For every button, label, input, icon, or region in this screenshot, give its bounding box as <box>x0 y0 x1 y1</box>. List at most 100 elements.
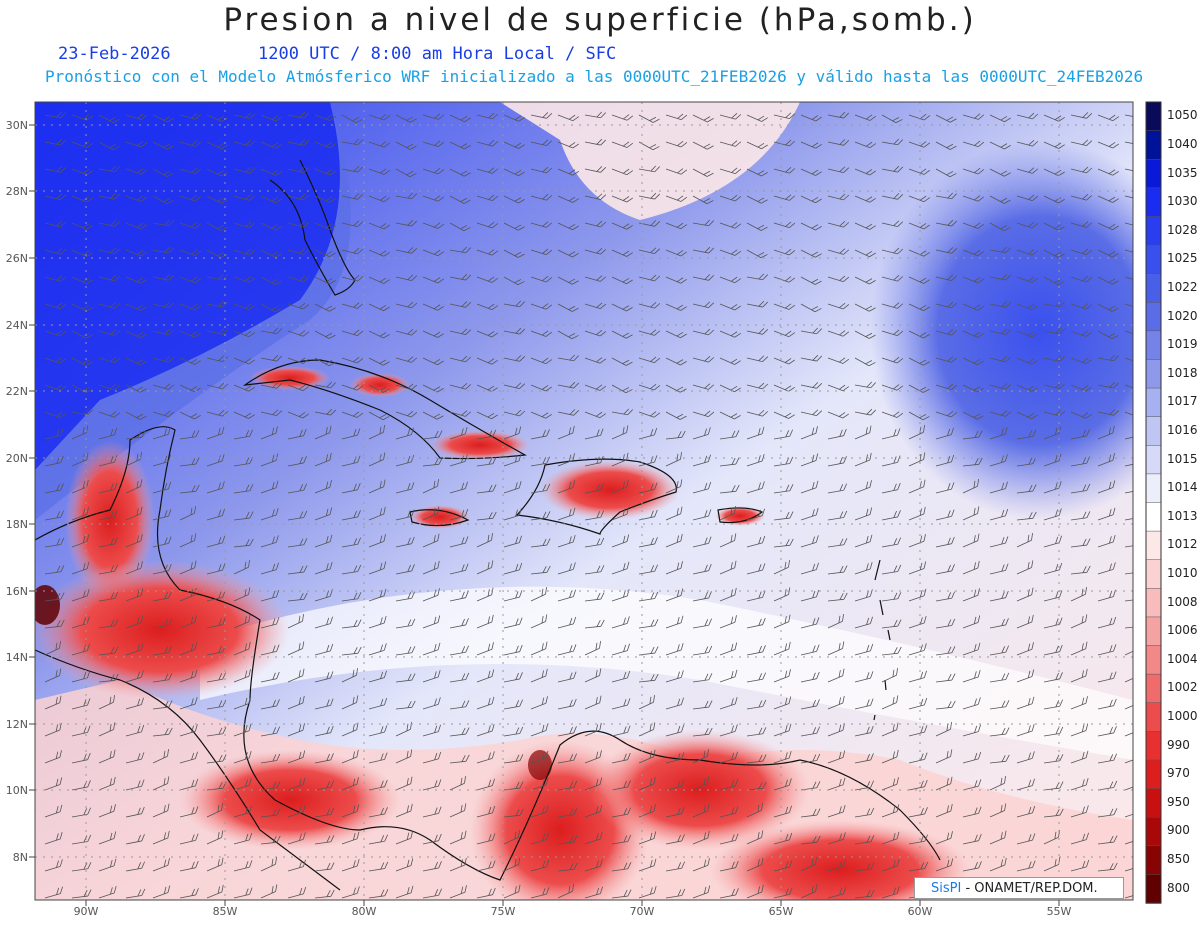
colorbar-swatch <box>1145 559 1162 590</box>
puerto-rico-coast <box>717 507 764 524</box>
lon-label: 90W <box>74 905 99 918</box>
colorbar-label: 1013 <box>1167 508 1198 523</box>
colorbar-label: 1022 <box>1167 279 1198 294</box>
colorbar-label: 1028 <box>1167 222 1198 237</box>
colorbar-label: 800 <box>1167 880 1190 895</box>
lat-label: 8N <box>13 851 28 864</box>
lat-label: 28N <box>6 185 28 198</box>
colorbar-label: 1016 <box>1167 422 1198 437</box>
low-yucatan <box>65 440 155 600</box>
lat-label: 12N <box>6 718 28 731</box>
credit-text: - ONAMET/REP.DOM. <box>961 881 1098 896</box>
lat-label: 16N <box>6 585 28 598</box>
lat-label: 18N <box>6 518 28 531</box>
lon-label: 65W <box>769 905 794 918</box>
colorbar-swatch <box>1145 473 1162 504</box>
low-jamaica <box>410 505 470 529</box>
colorbar-label: 950 <box>1167 794 1190 809</box>
date-label: 23-Feb-2026 <box>58 44 171 64</box>
colorbar-label: 1017 <box>1167 394 1198 409</box>
colorbar-label: 1002 <box>1167 680 1198 695</box>
colorbar-swatch <box>1145 845 1162 876</box>
colorbar-label: 1012 <box>1167 537 1198 552</box>
lat-label: 26N <box>6 252 28 265</box>
colorbar-swatch <box>1145 616 1162 647</box>
colorbar-swatch <box>1145 273 1162 303</box>
colorbar-label: 1030 <box>1167 194 1198 209</box>
colorbar-swatch <box>1145 330 1162 361</box>
lat-label: 14N <box>6 651 28 664</box>
colorbar-swatch <box>1145 387 1162 418</box>
lon-label: 55W <box>1047 905 1072 918</box>
latitude-labels: 30N 28N 26N 24N 22N 20N 18N 16N 14N 12N 10N 8N <box>6 119 35 864</box>
colorbar-label: 1006 <box>1167 623 1198 638</box>
chart-title: Presion a nivel de superficie (hPa,somb.… <box>223 2 977 38</box>
low-central-america <box>35 560 290 700</box>
map-frame <box>34 101 1134 901</box>
colorbar-swatch <box>1145 216 1162 246</box>
lat-label: 10N <box>6 784 28 797</box>
low-hispaniola <box>540 460 680 520</box>
florida-coast <box>269 159 356 296</box>
jamaica-coast <box>409 509 470 527</box>
colorbar-label: 1000 <box>1167 709 1198 724</box>
colorbar-label: 1019 <box>1167 337 1198 352</box>
colorbar-swatch <box>1145 302 1162 332</box>
lat-label: 24N <box>6 319 28 332</box>
colorbar-label: 1010 <box>1167 566 1198 581</box>
lon-label: 85W <box>213 905 238 918</box>
mainland-coast <box>35 426 941 881</box>
cuba-coast <box>242 359 527 460</box>
colorbar-label: 1025 <box>1167 251 1198 266</box>
colorbar-swatch <box>1145 702 1162 733</box>
colorbar-swatch <box>1145 874 1162 904</box>
colorbar-label: 1008 <box>1167 594 1198 609</box>
lat-label: 22N <box>6 385 28 398</box>
colorbar-swatch <box>1145 130 1162 160</box>
colorbar-swatch <box>1145 788 1162 818</box>
hispaniola-coast <box>515 458 677 535</box>
colorbar-swatch <box>1145 158 1162 189</box>
colorbar-swatch <box>1145 816 1162 847</box>
colorbar-swatch <box>1145 731 1162 761</box>
high-pressure-east <box>870 140 1133 520</box>
high-pressure-nw <box>35 102 340 470</box>
colorbar-swatch <box>1145 645 1162 675</box>
colorbar-swatch <box>1145 530 1162 561</box>
colorbar-label: 1050 <box>1167 108 1198 123</box>
time-label: 1200 UTC / 8:00 am Hora Local / SFC <box>258 44 617 64</box>
credit-box: SisPI - ONAMET/REP.DOM. <box>914 877 1124 899</box>
longitude-labels: 90W 85W 80W 75W 70W 65W 60W 55W <box>74 900 1072 918</box>
colorbar-swatch <box>1145 759 1162 790</box>
colorbar-swatch <box>1145 187 1162 218</box>
lon-label: 70W <box>630 905 655 918</box>
colorbar-label: 1014 <box>1167 480 1198 495</box>
colorbar-swatch <box>1145 416 1162 447</box>
lon-label: 75W <box>491 905 516 918</box>
colorbar-label: 1040 <box>1167 136 1198 151</box>
colorbar <box>1145 101 1162 904</box>
colorbar-label: 1015 <box>1167 451 1198 466</box>
sispi-logo: SisPI <box>931 881 962 896</box>
colorbar-swatch <box>1145 588 1162 618</box>
graticule <box>35 102 1133 900</box>
forecast-info: Pronóstico con el Modelo Atmósferico WRF… <box>45 67 1144 86</box>
colorbar-swatch <box>1145 673 1162 704</box>
colorbar-swatch <box>1145 244 1162 275</box>
lon-label: 60W <box>908 905 933 918</box>
colorbar-label: 1035 <box>1167 165 1198 180</box>
coastlines <box>35 159 941 891</box>
colorbar-swatch <box>1145 101 1162 132</box>
lat-label: 30N <box>6 119 28 132</box>
low-puerto-rico <box>715 506 765 526</box>
colorbar-label: 1004 <box>1167 651 1198 666</box>
colorbar-label: 990 <box>1167 737 1190 752</box>
colorbar-swatch <box>1145 502 1162 532</box>
lon-label: 80W <box>352 905 377 918</box>
colorbar-label: 1020 <box>1167 308 1198 323</box>
colorbar-label: 850 <box>1167 852 1190 867</box>
colorbar-label: 1018 <box>1167 365 1198 380</box>
lat-label: 20N <box>6 452 28 465</box>
colorbar-label: 970 <box>1167 766 1190 781</box>
